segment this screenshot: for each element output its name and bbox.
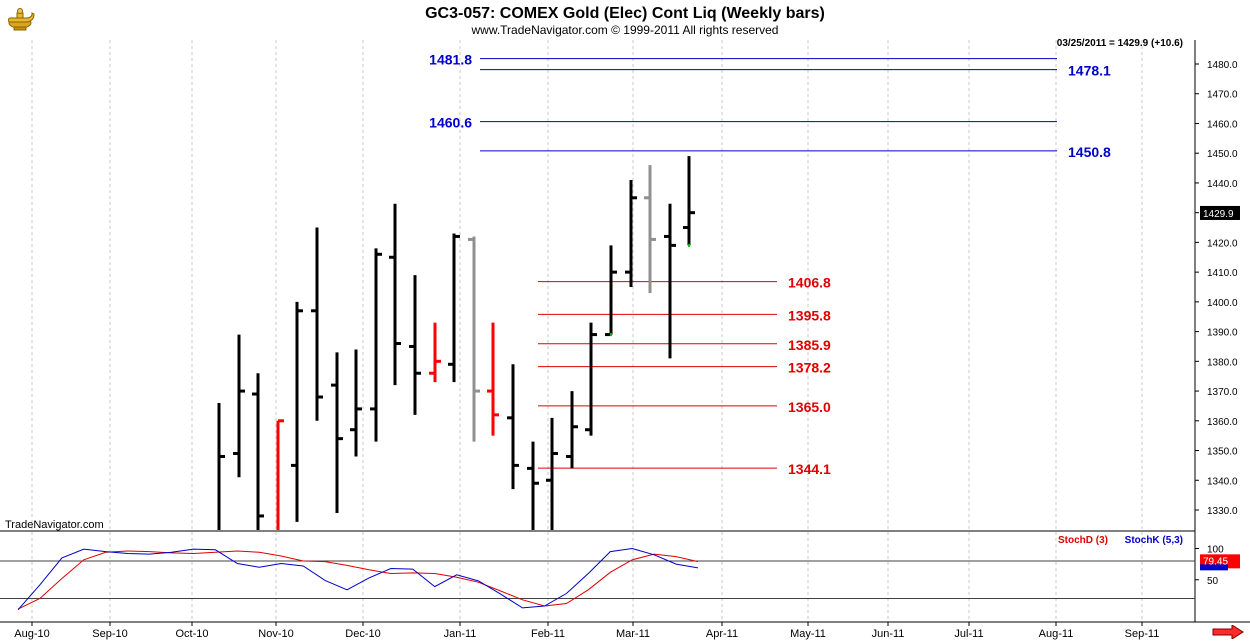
- price-tick-label: 1440.0: [1207, 179, 1238, 190]
- month-label: Sep-11: [1125, 628, 1160, 640]
- level-label: 1385.9: [788, 337, 831, 353]
- ohlc-bar: [233, 334, 245, 478]
- month-label: Feb-11: [531, 628, 565, 640]
- ohlc-bar: [507, 364, 519, 490]
- month-label: Jul-11: [954, 628, 983, 640]
- price-tick-label: 1400.0: [1207, 298, 1238, 309]
- price-tick-label: 1340.0: [1207, 476, 1238, 487]
- price-tick-label: 1390.0: [1207, 328, 1238, 339]
- price-tick-label: 1370.0: [1207, 387, 1238, 398]
- ohlc-bar: [468, 236, 480, 442]
- ohlc-bar: [350, 349, 362, 457]
- stochK-line: [17, 547, 699, 611]
- ohlc-bar: [276, 419, 284, 530]
- level-label: 1406.8: [788, 275, 831, 291]
- stoch-value-label: 79.45: [1203, 556, 1228, 567]
- month-label: Oct-10: [175, 628, 208, 640]
- level-label: 1344.1: [788, 461, 831, 477]
- level-label: 1481.8: [429, 52, 472, 68]
- watermark-text: TradeNavigator.com: [5, 519, 104, 531]
- legend-stochK: StochK (5,3): [1125, 535, 1183, 546]
- stoch-tick-label: 100: [1207, 545, 1224, 556]
- price-tick-label: 1460.0: [1207, 119, 1238, 130]
- chart-subtitle: www.TradeNavigator.com © 1999-2011 All r…: [471, 23, 779, 37]
- month-label: Aug-10: [14, 628, 49, 640]
- price-tick-label: 1480.0: [1207, 60, 1238, 71]
- month-label: Jan-11: [444, 628, 477, 640]
- month-label: Mar-11: [616, 628, 650, 640]
- ohlc-bar: [566, 391, 578, 469]
- ohlc-bar: [644, 165, 656, 293]
- scroll-right-arrow-icon[interactable]: [1212, 625, 1244, 639]
- price-tick-label: 1350.0: [1207, 447, 1238, 458]
- ohlc-bar: [370, 248, 382, 442]
- level-label: 1395.8: [788, 307, 831, 323]
- level-label: 1460.6: [429, 115, 472, 131]
- ohlc-bar: [487, 322, 499, 436]
- month-label: Jun-11: [872, 628, 905, 640]
- price-tick-label: 1410.0: [1207, 268, 1238, 279]
- month-label: Nov-10: [258, 628, 293, 640]
- price-tick-label: 1380.0: [1207, 357, 1238, 368]
- month-label: Aug-11: [1039, 628, 1074, 640]
- stoch-tick-label: 50: [1207, 576, 1219, 587]
- quote-line: 03/25/2011 = 1429.9 (+10.6): [1057, 38, 1183, 49]
- month-label: Dec-10: [345, 628, 380, 640]
- ohlc-bar: [625, 179, 637, 287]
- ohlc-bar: [605, 245, 617, 337]
- month-label: May-11: [790, 628, 826, 640]
- ohlc-bar: [683, 156, 695, 246]
- legend-stochD: StochD (3): [1058, 535, 1108, 546]
- ohlc-bar: [252, 373, 264, 530]
- ohlc-bar: [429, 322, 441, 383]
- price-tick-label: 1450.0: [1207, 149, 1238, 160]
- month-label: Sep-10: [92, 628, 127, 640]
- price-tick-label: 1470.0: [1207, 90, 1238, 101]
- ohlc-bar: [291, 301, 303, 522]
- price-tick-label: 1420.0: [1207, 238, 1238, 249]
- level-label: 1365.0: [788, 399, 831, 415]
- level-label: 1378.2: [788, 360, 831, 376]
- chart-title: GC3-057: COMEX Gold (Elec) Cont Liq (Wee…: [425, 5, 825, 22]
- price-tick-label: 1360.0: [1207, 417, 1238, 428]
- ohlc-bar: [448, 233, 460, 383]
- level-label: 1478.1: [1068, 63, 1111, 79]
- ohlc-bar: [409, 275, 421, 415]
- month-label: Apr-11: [706, 628, 738, 640]
- ohlc-bar: [585, 322, 597, 436]
- stoch-value-box-k: [1200, 564, 1228, 571]
- ohlc-bar: [527, 441, 539, 530]
- ohlc-bar: [311, 227, 323, 421]
- level-label: 1450.8: [1068, 144, 1111, 160]
- stochD-line: [17, 550, 699, 610]
- price-tick-label: 1330.0: [1207, 506, 1238, 517]
- ohlc-bar: [664, 203, 676, 359]
- last-price-label: 1429.9: [1203, 209, 1234, 220]
- last-price-box: [1200, 205, 1240, 220]
- ohlc-bar: [389, 203, 401, 386]
- ohlc-bar: [217, 402, 225, 530]
- ohlc-bar: [331, 352, 343, 513]
- genie-lamp-icon: [8, 8, 35, 31]
- ohlc-bar: [546, 417, 558, 530]
